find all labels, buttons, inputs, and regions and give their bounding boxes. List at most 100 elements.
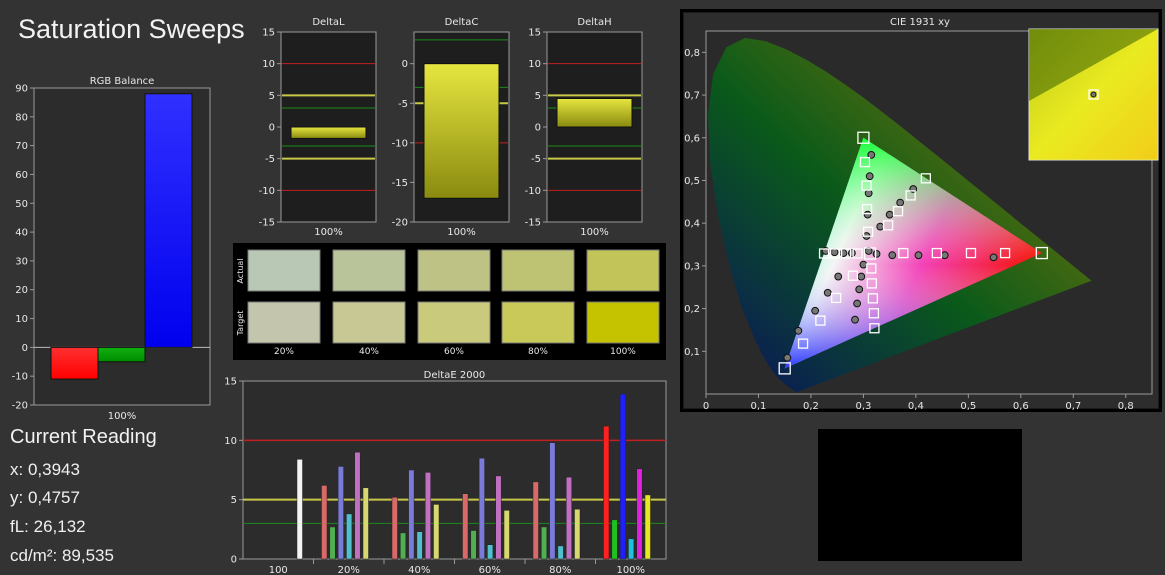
gamut-blue-overlay — [784, 137, 1042, 369]
swatch-label-1: 40% — [359, 347, 379, 357]
measurement-point-27 — [885, 210, 894, 219]
target-point-25 — [920, 173, 932, 184]
cie-xtick-label-1: 0,1 — [751, 401, 767, 412]
target-point-10 — [862, 226, 874, 237]
delta-h-ytick-label-4: 5 — [535, 91, 541, 102]
delta-c-ytick-label-3: -5 — [398, 99, 408, 110]
measurement-point-26 — [896, 198, 905, 207]
delta-h-title: DeltaH — [577, 17, 611, 28]
cie-chart: CIE 1931 xy 0 0,1 0,2 0,3 0,4 0,5 0,6 0,7 0,8 0,1 0… — [680, 9, 1162, 412]
target-point-1 — [1035, 246, 1048, 260]
rgb-xtick-label: 100% — [108, 411, 137, 422]
delta-c-ytick-label-4: 0 — [402, 59, 408, 70]
delta-c-bar — [423, 63, 500, 199]
delta-e-bar-5-4 — [628, 538, 635, 560]
delta-l-ytick-label-6: 15 — [262, 28, 275, 39]
measurement-point-22 — [855, 285, 864, 294]
target-swatch-0 — [247, 301, 321, 344]
reading-x: x: 0,3943 — [10, 460, 80, 479]
target-point-26 — [905, 190, 916, 201]
reading-fl: fL: 26,132 — [10, 517, 86, 536]
delta-c-ytick-label-0: -20 — [392, 218, 408, 229]
delta-e-bar-1-2 — [329, 526, 336, 560]
actual-swatch-1 — [332, 249, 406, 292]
delta-e-bar-4-3 — [549, 442, 556, 560]
delta-e-title: DeltaE 2000 — [424, 370, 486, 381]
delta-e-bar-3-6 — [503, 510, 510, 560]
delta-e-bar-4-1 — [532, 481, 539, 560]
cie-xtick-label-3: 0,3 — [855, 401, 871, 412]
delta-l-ytick-label-3: 0 — [269, 123, 275, 134]
delta-h-ytick-label-3: 0 — [535, 123, 541, 134]
swatch-label-2: 60% — [444, 347, 464, 357]
delta-e-ytick-label-0: 0 — [231, 555, 237, 566]
delta-h-chart: DeltaH -15 -10 -5 0 5 10 15 100% — [525, 17, 643, 238]
delta-e-bar-2-3 — [408, 469, 415, 560]
cie-xtick-label-8: 0,8 — [1118, 401, 1134, 412]
cie-ytick-label-4: 0,5 — [684, 176, 700, 187]
delta-c-title: DeltaC — [445, 17, 479, 28]
rgb-ytick-label-9: 70 — [15, 141, 28, 152]
target-swatch-3 — [501, 301, 575, 344]
swatch-label-4: 100% — [610, 347, 636, 357]
rgb-bar-2 — [144, 93, 193, 348]
target-swatch-4 — [586, 301, 660, 344]
target-point-0 — [863, 247, 877, 260]
target-point-4 — [931, 247, 943, 259]
delta-h-ytick-label-2: -5 — [531, 154, 541, 165]
target-point-23 — [866, 278, 877, 289]
black-preview-box — [818, 429, 1022, 561]
target-swatch-2 — [417, 301, 491, 344]
delta-e-bar-4-2 — [541, 526, 548, 560]
measurement-point-9 — [863, 210, 872, 219]
current-reading-heading: Current Reading — [10, 426, 157, 448]
rgb-ytick-label-6: 40 — [15, 228, 28, 239]
cie-inset-measurement — [1090, 91, 1097, 98]
rgb-bar-0 — [50, 346, 99, 380]
target-point-7 — [859, 156, 871, 168]
delta-l-chart: DeltaL -15 -10 -5 0 5 10 15 100% — [259, 17, 377, 238]
actual-swatch-4 — [586, 249, 660, 292]
delta-e-xtick-label-3: 60% — [479, 565, 501, 575]
cie-ytick-label-5: 0,6 — [684, 133, 700, 144]
target-point-27 — [892, 206, 904, 217]
delta-e-bar-5-5 — [636, 468, 643, 560]
cie-xtick-label-2: 0,2 — [803, 401, 819, 412]
delta-e-xtick-label-0: 100 — [269, 565, 288, 575]
delta-l-ytick-label-2: -5 — [265, 154, 275, 165]
delta-e-xtick-label-2: 40% — [408, 565, 430, 575]
target-point-9 — [861, 203, 873, 215]
measurement-point-19 — [847, 249, 856, 257]
measurement-point-7 — [865, 172, 874, 181]
cie-xtick-label-6: 0,6 — [1013, 401, 1029, 412]
delta-l-ytick-label-0: -15 — [259, 218, 275, 229]
delta-e-bar-3-3 — [478, 457, 485, 560]
target-point-22 — [867, 293, 879, 304]
delta-c-ytick-label-2: -10 — [392, 138, 408, 149]
delta-l-title: DeltaL — [312, 17, 345, 28]
delta-l-xtick-label: 100% — [314, 227, 343, 238]
rgb-ytick-label-7: 50 — [15, 199, 28, 210]
target-point-19 — [852, 248, 863, 259]
delta-c-chart: DeltaC -20 -15 -10 -5 0 100% — [392, 17, 510, 238]
cie-ytick-label-7: 0,8 — [684, 48, 700, 59]
target-point-24 — [866, 263, 877, 274]
delta-e-bar-1-1 — [321, 485, 328, 560]
delta-e-bar-3-4 — [487, 544, 494, 560]
rgb-ytick-label-4: 20 — [15, 285, 28, 296]
delta-e-xtick-label-1: 20% — [338, 565, 360, 575]
rgb-ytick-label-1: -10 — [12, 372, 28, 383]
delta-l-bar — [290, 126, 367, 139]
target-point-18 — [840, 248, 852, 259]
delta-e-bar-2-4 — [416, 531, 423, 560]
target-point-11 — [778, 362, 791, 375]
target-point-2 — [999, 247, 1011, 259]
delta-e-bar-1-3 — [337, 466, 344, 560]
delta-e-bar-4-4 — [557, 545, 564, 560]
delta-e-xtick-label-5: 100% — [616, 565, 645, 575]
delta-h-ytick-label-1: -10 — [525, 186, 541, 197]
rgb-ytick-label-10: 80 — [15, 112, 28, 123]
target-point-6 — [857, 131, 870, 144]
reading-cdm2: cd/m²: 89,535 — [10, 546, 114, 565]
measurement-point-24 — [859, 260, 868, 269]
